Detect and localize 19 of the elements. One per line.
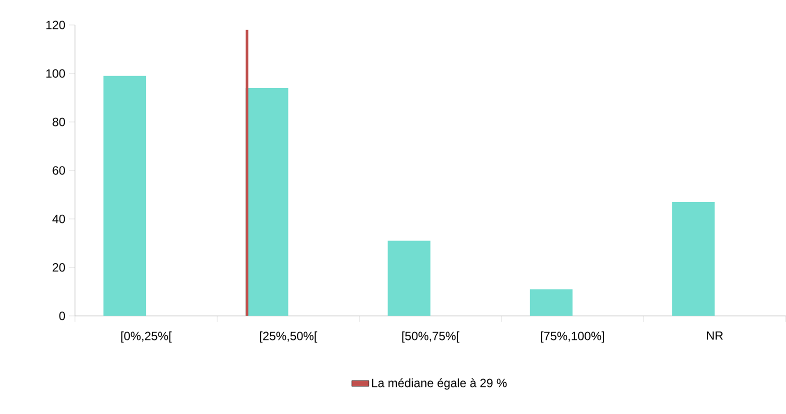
bar	[388, 240, 430, 316]
y-tick-label: 120	[46, 20, 65, 30]
y-tick-label: 0	[59, 312, 65, 320]
y-tick-label: 20	[52, 263, 65, 272]
x-tick-label: [0%,25%[	[121, 331, 172, 343]
bar	[103, 76, 146, 316]
bar	[246, 88, 288, 316]
y-tick-label: 60	[52, 166, 65, 175]
legend-label: La médiane égale à 29 %	[372, 378, 507, 390]
bar	[530, 289, 573, 316]
y-tick-label: 80	[52, 118, 65, 126]
x-tick-label: [25%,50%[	[260, 331, 318, 343]
y-tick-label: 40	[52, 214, 65, 224]
bar	[672, 202, 715, 316]
x-tick-label: [75%,100%]	[541, 331, 604, 343]
x-tick-label: [50%,75%[	[402, 331, 460, 343]
x-tick-label: NR	[707, 331, 723, 340]
y-tick-label: 100	[46, 69, 65, 78]
bar	[246, 30, 248, 316]
